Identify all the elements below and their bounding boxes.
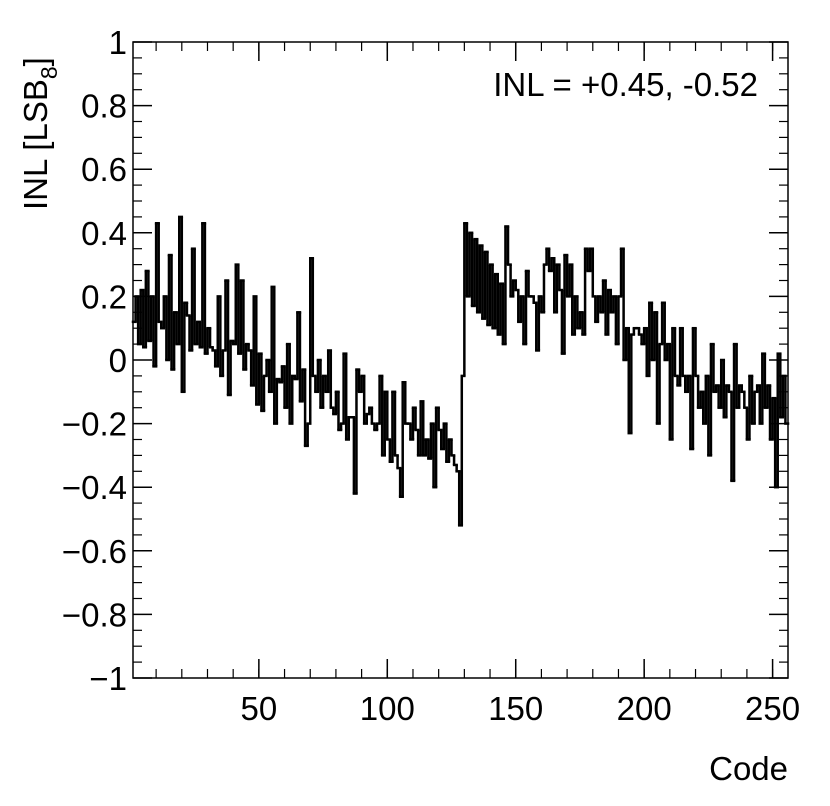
- y-tick-label: 1: [109, 24, 127, 61]
- y-tick-label: −0.2: [62, 406, 127, 443]
- x-tick-label: 250: [745, 690, 800, 727]
- y-tick-label: −1: [89, 660, 127, 697]
- y-tick-label: 0.4: [81, 215, 127, 252]
- x-axis-label: Code: [709, 750, 788, 787]
- annotation: INL = +0.45, -0.52: [493, 66, 758, 103]
- y-label-close: ]: [17, 57, 54, 66]
- y-tick-label: 0.2: [81, 278, 127, 315]
- y-tick-label: 0.8: [81, 88, 127, 125]
- y-label-sub: 8: [36, 66, 62, 79]
- y-tick-label: 0: [109, 342, 127, 379]
- y-tick-label: −0.6: [62, 533, 127, 570]
- x-tick-label: 200: [617, 690, 672, 727]
- step-riser: [134, 216, 787, 526]
- y-tick-label: −0.4: [62, 469, 127, 506]
- y-tick-label: 0.6: [81, 151, 127, 188]
- y-axis-label: INL [LSB8]: [17, 57, 62, 210]
- x-tick-label: 100: [360, 690, 415, 727]
- x-tick-label: 150: [488, 690, 543, 727]
- y-tick-label: −0.8: [62, 596, 127, 633]
- y-label-main: INL [LSB: [17, 79, 54, 210]
- x-tick-label: 50: [241, 690, 278, 727]
